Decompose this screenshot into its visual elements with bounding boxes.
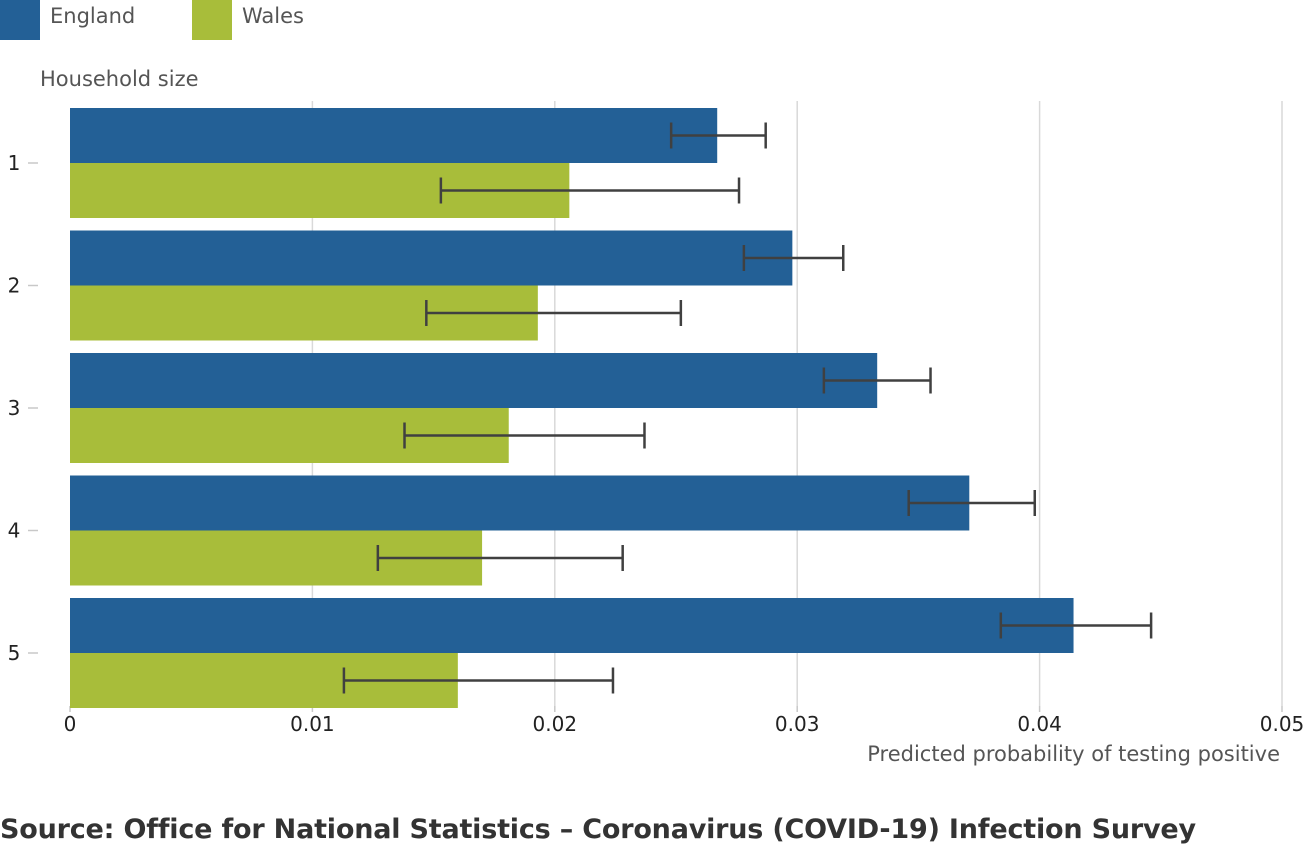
plot-area: 0 0.01 0.02 0.03 0.04 0.05 1 2 3 4 5 [8, 101, 1304, 736]
x-tick-label: 0.01 [290, 712, 335, 736]
y-tick-label: 4 [8, 519, 21, 543]
y-tick-label: 3 [8, 396, 21, 420]
y-axis-title: Household size [40, 67, 199, 91]
y-tick-label: 2 [8, 274, 21, 298]
legend-swatch-wales [192, 0, 232, 40]
x-tick-label: 0.02 [533, 712, 578, 736]
x-tick-label: 0.03 [775, 712, 820, 736]
x-axis-title: Predicted probability of testing positiv… [867, 742, 1280, 766]
bar-england [70, 475, 970, 531]
x-tick-label: 0.05 [1260, 712, 1304, 736]
source-note: Source: Office for National Statistics –… [0, 814, 1196, 845]
bar-england [70, 353, 878, 408]
bar-england [70, 598, 1074, 653]
legend-label-england: England [50, 4, 136, 28]
bar-england [70, 108, 718, 163]
y-tick-label: 5 [8, 641, 21, 665]
x-tick-label: 0 [64, 712, 77, 736]
bar-england [70, 230, 793, 286]
legend-label-wales: Wales [242, 4, 304, 28]
legend-swatch-england [0, 0, 40, 40]
x-tick-label: 0.04 [1017, 712, 1062, 736]
y-tick-label: 1 [8, 151, 21, 175]
